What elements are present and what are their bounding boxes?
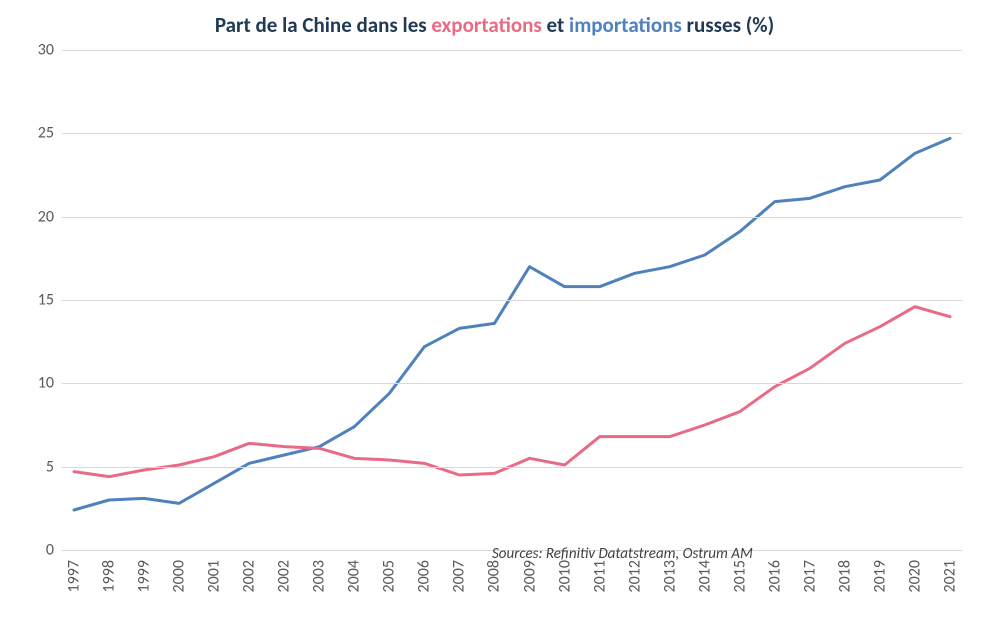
y-tick-label: 0 <box>22 541 54 560</box>
gridline <box>62 217 962 218</box>
chart-title: Part de la Chine dans les exportations e… <box>0 12 989 38</box>
x-tick-label: 1997 <box>65 560 84 592</box>
y-tick-label: 30 <box>22 41 54 60</box>
gridline <box>62 50 962 51</box>
x-tick-label: 2002 <box>240 560 259 592</box>
gridline <box>62 383 962 384</box>
x-tick-label: 2012 <box>625 560 644 592</box>
x-tick-label: 2002 <box>275 560 294 592</box>
gridline <box>62 133 962 134</box>
x-tick-label: 2011 <box>590 560 609 592</box>
x-tick-label: 2013 <box>660 560 679 592</box>
title-mid: et <box>542 12 569 38</box>
x-tick-label: 2000 <box>170 560 189 592</box>
x-tick-label: 2020 <box>905 560 924 592</box>
x-tick-label: 2018 <box>835 560 854 592</box>
y-tick-label: 25 <box>22 124 54 143</box>
y-tick-label: 20 <box>22 207 54 226</box>
x-tick-label: 2015 <box>730 560 749 592</box>
x-tick-label: 2008 <box>485 560 504 592</box>
x-tick-label: 2005 <box>380 560 399 592</box>
title-pre: Part de la Chine dans les <box>215 12 432 38</box>
x-tick-label: 2003 <box>310 560 329 592</box>
x-tick-label: 2021 <box>941 560 960 592</box>
gridline <box>62 467 962 468</box>
x-tick-label: 2007 <box>450 560 469 592</box>
x-tick-label: 2006 <box>415 560 434 592</box>
x-tick-label: 2004 <box>345 560 364 592</box>
x-tick-label: 2014 <box>695 560 714 592</box>
x-tick-label: 1998 <box>100 560 119 592</box>
y-tick-label: 10 <box>22 374 54 393</box>
title-post: russes (%) <box>682 12 774 38</box>
x-tick-label: 1999 <box>135 560 154 592</box>
title-importations: importations <box>569 12 682 38</box>
x-tick-label: 2009 <box>520 560 539 592</box>
y-tick-label: 5 <box>22 457 54 476</box>
x-tick-label: 2016 <box>765 560 784 592</box>
series-exportations <box>74 307 950 477</box>
title-exportations: exportations <box>431 12 541 38</box>
chart-container: Part de la Chine dans les exportations e… <box>0 0 989 637</box>
gridline <box>62 300 962 301</box>
y-tick-label: 15 <box>22 291 54 310</box>
x-tick-label: 2019 <box>870 560 889 592</box>
series-importations <box>74 138 950 510</box>
x-tick-label: 2010 <box>555 560 574 592</box>
plot-area <box>62 50 962 550</box>
x-tick-label: 2017 <box>800 560 819 592</box>
x-tick-label: 2001 <box>205 560 224 592</box>
